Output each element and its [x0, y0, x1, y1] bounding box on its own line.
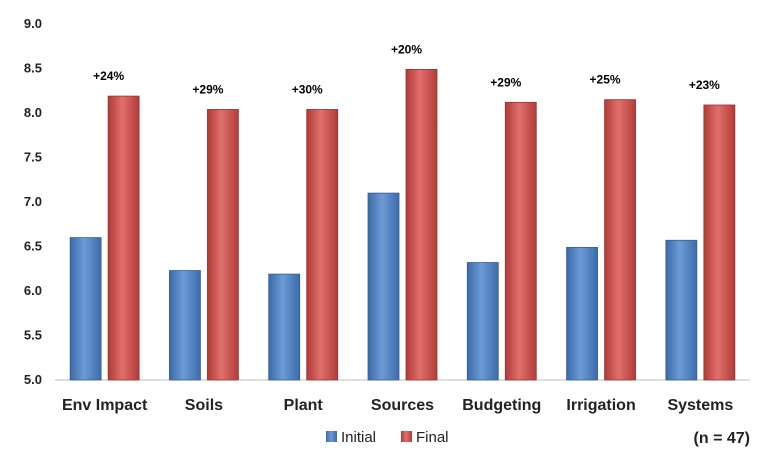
category-label: Systems: [667, 397, 733, 414]
category-label: Env Impact: [62, 397, 148, 414]
category-label: Soils: [185, 397, 223, 414]
bar-final-budgeting: [504, 101, 537, 381]
category-label: Irrigation: [566, 397, 635, 414]
sample-size-note: (n = 47): [694, 430, 750, 447]
legend: Initial Final: [326, 429, 449, 446]
bars: [69, 68, 736, 381]
bar-initial-irrigation: [566, 246, 598, 381]
y-tick-label: 7.0: [24, 194, 42, 209]
bar-initial-plant: [268, 273, 301, 381]
y-tick-label: 6.0: [24, 283, 42, 298]
y-tick-label: 8.0: [24, 105, 42, 120]
bar-initial-soils: [169, 270, 201, 381]
legend-label-final: Final: [416, 429, 449, 446]
bar-final-plant: [306, 109, 339, 381]
legend-swatch-initial: [326, 431, 337, 442]
bar-final-soils: [207, 109, 239, 381]
category-label: Plant: [284, 397, 324, 414]
y-axis: 5.0 5.5 6.0 6.5 7.0 7.5 8.0 8.5 9.0: [24, 16, 42, 387]
legend-swatch-final: [401, 431, 412, 442]
y-tick-label: 5.0: [24, 372, 42, 387]
category-label: Budgeting: [462, 397, 541, 414]
y-tick-label: 5.5: [24, 328, 42, 343]
change-label: +29%: [192, 82, 223, 96]
y-tick-label: 7.5: [24, 150, 42, 165]
bar-initial-budgeting: [466, 262, 499, 381]
bar-initial-sources: [367, 192, 400, 381]
bar-final-irrigation: [604, 99, 636, 381]
change-label: +23%: [689, 78, 720, 92]
change-label: +20%: [391, 42, 422, 56]
y-tick-label: 9.0: [24, 16, 42, 31]
bar-initial-env-impact: [69, 237, 102, 381]
annotations: +24% +29% +30% +20% +29% +25% +23%: [93, 42, 720, 96]
change-label: +24%: [93, 69, 124, 83]
bar-initial-systems: [665, 239, 698, 381]
bar-final-systems: [703, 104, 736, 381]
legend-label-initial: Initial: [341, 429, 376, 446]
category-label: Sources: [371, 397, 434, 414]
bar-final-env-impact: [107, 95, 140, 381]
y-tick-label: 8.5: [24, 61, 42, 76]
y-tick-label: 6.5: [24, 239, 42, 254]
bar-final-sources: [405, 68, 438, 381]
change-label: +30%: [292, 82, 323, 96]
change-label: +25%: [590, 73, 621, 87]
x-axis: Env Impact Soils Plant Sources Budgeting Irri…: [62, 397, 733, 414]
change-label: +29%: [490, 75, 521, 89]
